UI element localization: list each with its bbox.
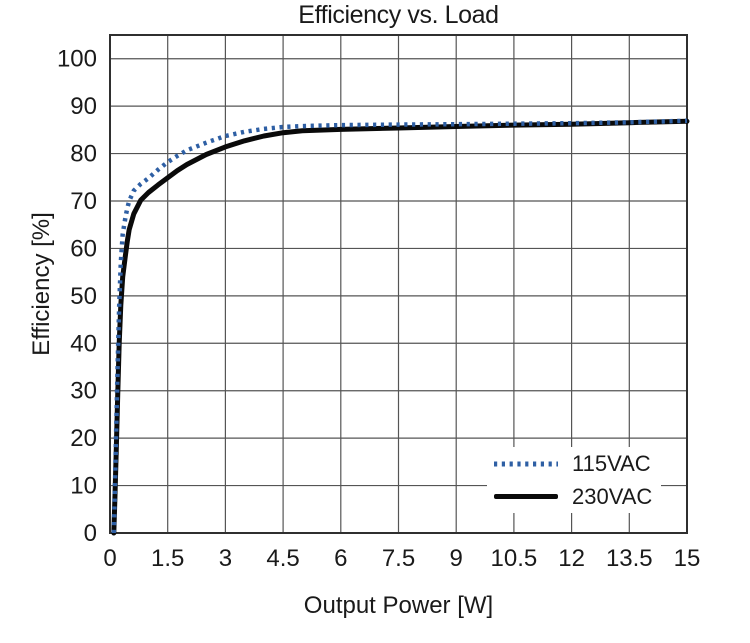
- y-tick-label: 60: [70, 235, 97, 262]
- legend-label-230vac: 230VAC: [572, 483, 653, 509]
- x-tick-label: 0: [103, 545, 116, 572]
- y-tick-label: 70: [70, 188, 97, 215]
- x-tick-label: 7.5: [382, 545, 415, 572]
- x-tick-label: 15: [674, 545, 701, 572]
- y-tick-label: 20: [70, 425, 97, 452]
- x-axis-title: Output Power [W]: [303, 592, 494, 619]
- y-tick-label: 30: [70, 378, 97, 405]
- x-tick-label: 13.5: [606, 545, 653, 572]
- x-tick-label: 6: [334, 545, 347, 572]
- y-tick-label: 100: [57, 46, 97, 73]
- y-axis-title: Efficiency [%]: [28, 212, 55, 356]
- plot-border: [109, 34, 688, 534]
- x-tick-label: 10.5: [491, 545, 538, 572]
- x-tick-label: 9: [450, 545, 463, 572]
- chart-title: Efficiency vs. Load: [298, 1, 499, 29]
- x-tick-label: 4.5: [266, 545, 299, 572]
- x-tick-label: 3: [219, 545, 232, 572]
- y-tick-label: 80: [70, 141, 97, 168]
- x-tick-label: 12: [558, 545, 585, 572]
- x-tick-label: 1.5: [151, 545, 184, 572]
- legend-item-115vac: 115VAC: [487, 449, 661, 479]
- y-tick-label: 10: [70, 473, 97, 500]
- y-tick-label: 40: [70, 330, 97, 357]
- y-tick-label: 0: [84, 520, 97, 547]
- y-tick-label: 50: [70, 283, 97, 310]
- legend: 115VAC 230VAC: [487, 447, 661, 513]
- legend-item-230vac: 230VAC: [487, 482, 661, 512]
- legend-label-115vac: 115VAC: [572, 450, 651, 476]
- dotted-line-swatch-icon: [494, 461, 558, 466]
- y-tick-label: 90: [70, 93, 97, 120]
- solid-line-swatch-icon: [494, 494, 558, 499]
